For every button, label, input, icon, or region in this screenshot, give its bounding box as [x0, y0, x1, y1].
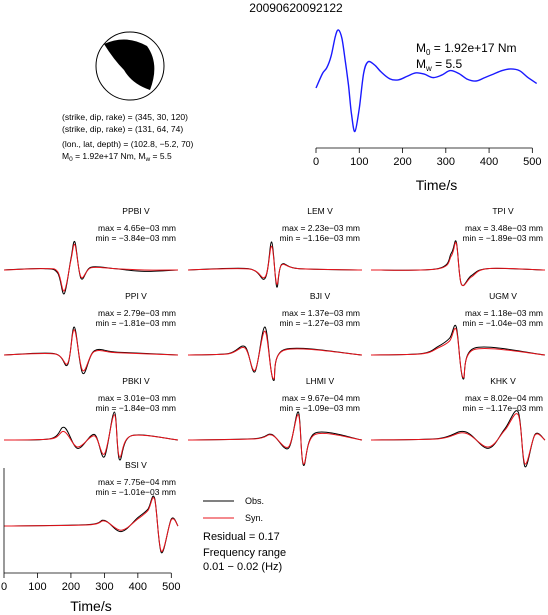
synthetic-waveform — [370, 241, 546, 287]
min-amplitude-label: min = −1.89e−03 mm — [462, 233, 543, 243]
legend-obs-label: Obs. — [245, 496, 264, 506]
stf-magnitude-labels: M0 = 1.92e+17 Nm Mw = 5.5 — [416, 41, 517, 73]
synthetic-waveform — [187, 414, 363, 465]
station-label: BSI V — [125, 460, 147, 470]
source-moment: M0 = 1.92e+17 Nm, Mw = 5.5 — [62, 151, 172, 163]
stf-x-tick-label: 200 — [393, 156, 411, 168]
observed-waveform — [187, 411, 363, 466]
station-label: TPI V — [492, 206, 514, 216]
synthetic-waveform — [187, 245, 363, 285]
min-amplitude-label: min = −1.16e−03 mm — [279, 233, 360, 243]
min-amplitude-label: min = −1.04e−03 mm — [462, 318, 543, 328]
max-amplitude-label: max = 9.67e−04 mm — [282, 393, 360, 403]
max-amplitude-label: max = 1.18e−03 mm — [465, 308, 543, 318]
max-amplitude-label: max = 4.65e−03 mm — [98, 223, 176, 233]
source-parameters: (strike, dip, rake) = (345, 30, 120) (st… — [62, 112, 194, 163]
synthetic-waveform — [3, 497, 179, 552]
min-amplitude-label: min = −1.01e−03 mm — [95, 487, 176, 497]
waveform-x-tick-label: 200 — [62, 581, 80, 593]
stf-x-tick-label: 0 — [313, 156, 319, 168]
station-label: LHMI V — [306, 376, 335, 386]
station-label: KHK V — [490, 376, 516, 386]
max-amplitude-label: max = 2.79e−03 mm — [98, 308, 176, 318]
min-amplitude-label: min = −1.27e−03 mm — [279, 318, 360, 328]
stf-x-tick-label: 400 — [480, 156, 498, 168]
legend-syn-label: Syn. — [245, 513, 263, 523]
synthetic-waveform — [3, 329, 179, 372]
min-amplitude-label: min = −1.81e−03 mm — [95, 318, 176, 328]
waveform-x-axis-label: Time/s — [70, 598, 111, 614]
station-label: PBKI V — [122, 376, 150, 386]
synthetic-waveform — [187, 330, 363, 380]
figure-title: 20090620092122 — [249, 1, 343, 15]
waveform-x-tick-label: 300 — [95, 581, 113, 593]
min-amplitude-label: min = −1.09e−03 mm — [279, 403, 360, 413]
synthetic-waveform — [370, 327, 546, 378]
source-time-function-chart: 0 100 200 300 400 500 Time/s — [313, 29, 542, 193]
station-label: LEM V — [307, 206, 333, 216]
stf-m0-label: M0 = 1.92e+17 Nm — [416, 41, 517, 57]
focal-mechanism-beachball — [95, 31, 165, 101]
synthetic-waveform — [3, 243, 179, 292]
waveform-x-tick-label: 0 — [1, 581, 7, 593]
source-plane-2: (strike, dip, rake) = (131, 64, 74) — [62, 124, 183, 134]
waveform-x-tick-label: 500 — [162, 581, 180, 593]
synthetic-waveform — [370, 413, 546, 465]
source-location: (lon., lat, depth) = (102.8, −5.2, 70) — [62, 139, 194, 149]
max-amplitude-label: max = 3.01e−03 mm — [98, 393, 176, 403]
residual-text: Residual = 0.17 — [203, 531, 280, 543]
stf-curve — [315, 29, 538, 133]
observed-waveform — [187, 241, 363, 288]
max-amplitude-label: max = 3.48e−03 mm — [465, 223, 543, 233]
legend: Obs. Syn. Residual = 0.17 Frequency rang… — [203, 496, 286, 573]
max-amplitude-label: max = 2.23e−03 mm — [282, 223, 360, 233]
min-amplitude-label: min = −3.84e−03 mm — [95, 233, 176, 243]
stf-x-axis-label: Time/s — [416, 177, 457, 193]
min-amplitude-label: min = −1.84e−03 mm — [95, 403, 176, 413]
observed-waveform — [370, 324, 546, 380]
waveform-x-tick-label: 400 — [129, 581, 147, 593]
observed-waveform — [3, 326, 179, 375]
stf-mw-label: Mw = 5.5 — [416, 57, 462, 73]
station-label: UGM V — [489, 291, 517, 301]
max-amplitude-label: max = 7.75e−04 mm — [98, 477, 176, 487]
frequency-range-title: Frequency range — [203, 547, 286, 559]
station-label: BJI V — [310, 291, 331, 301]
stf-x-tick-label: 300 — [437, 156, 455, 168]
stf-x-tick-label: 100 — [350, 156, 368, 168]
max-amplitude-label: max = 1.37e−03 mm — [282, 308, 360, 318]
frequency-range-value: 0.01 − 0.02 (Hz) — [203, 561, 282, 573]
min-amplitude-label: min = −1.17e−03 mm — [462, 403, 543, 413]
waveform-time-axis: 0 100 200 300 400 500 Time/s — [1, 468, 180, 614]
source-plane-1: (strike, dip, rake) = (345, 30, 120) — [62, 112, 188, 122]
stf-x-tick-label: 500 — [523, 156, 541, 168]
synthetic-waveform — [3, 414, 179, 458]
waveform-x-tick-label: 100 — [28, 581, 46, 593]
station-label: PPBI V — [122, 206, 150, 216]
max-amplitude-label: max = 8.02e−04 mm — [465, 393, 543, 403]
station-label: PPI V — [125, 291, 147, 301]
